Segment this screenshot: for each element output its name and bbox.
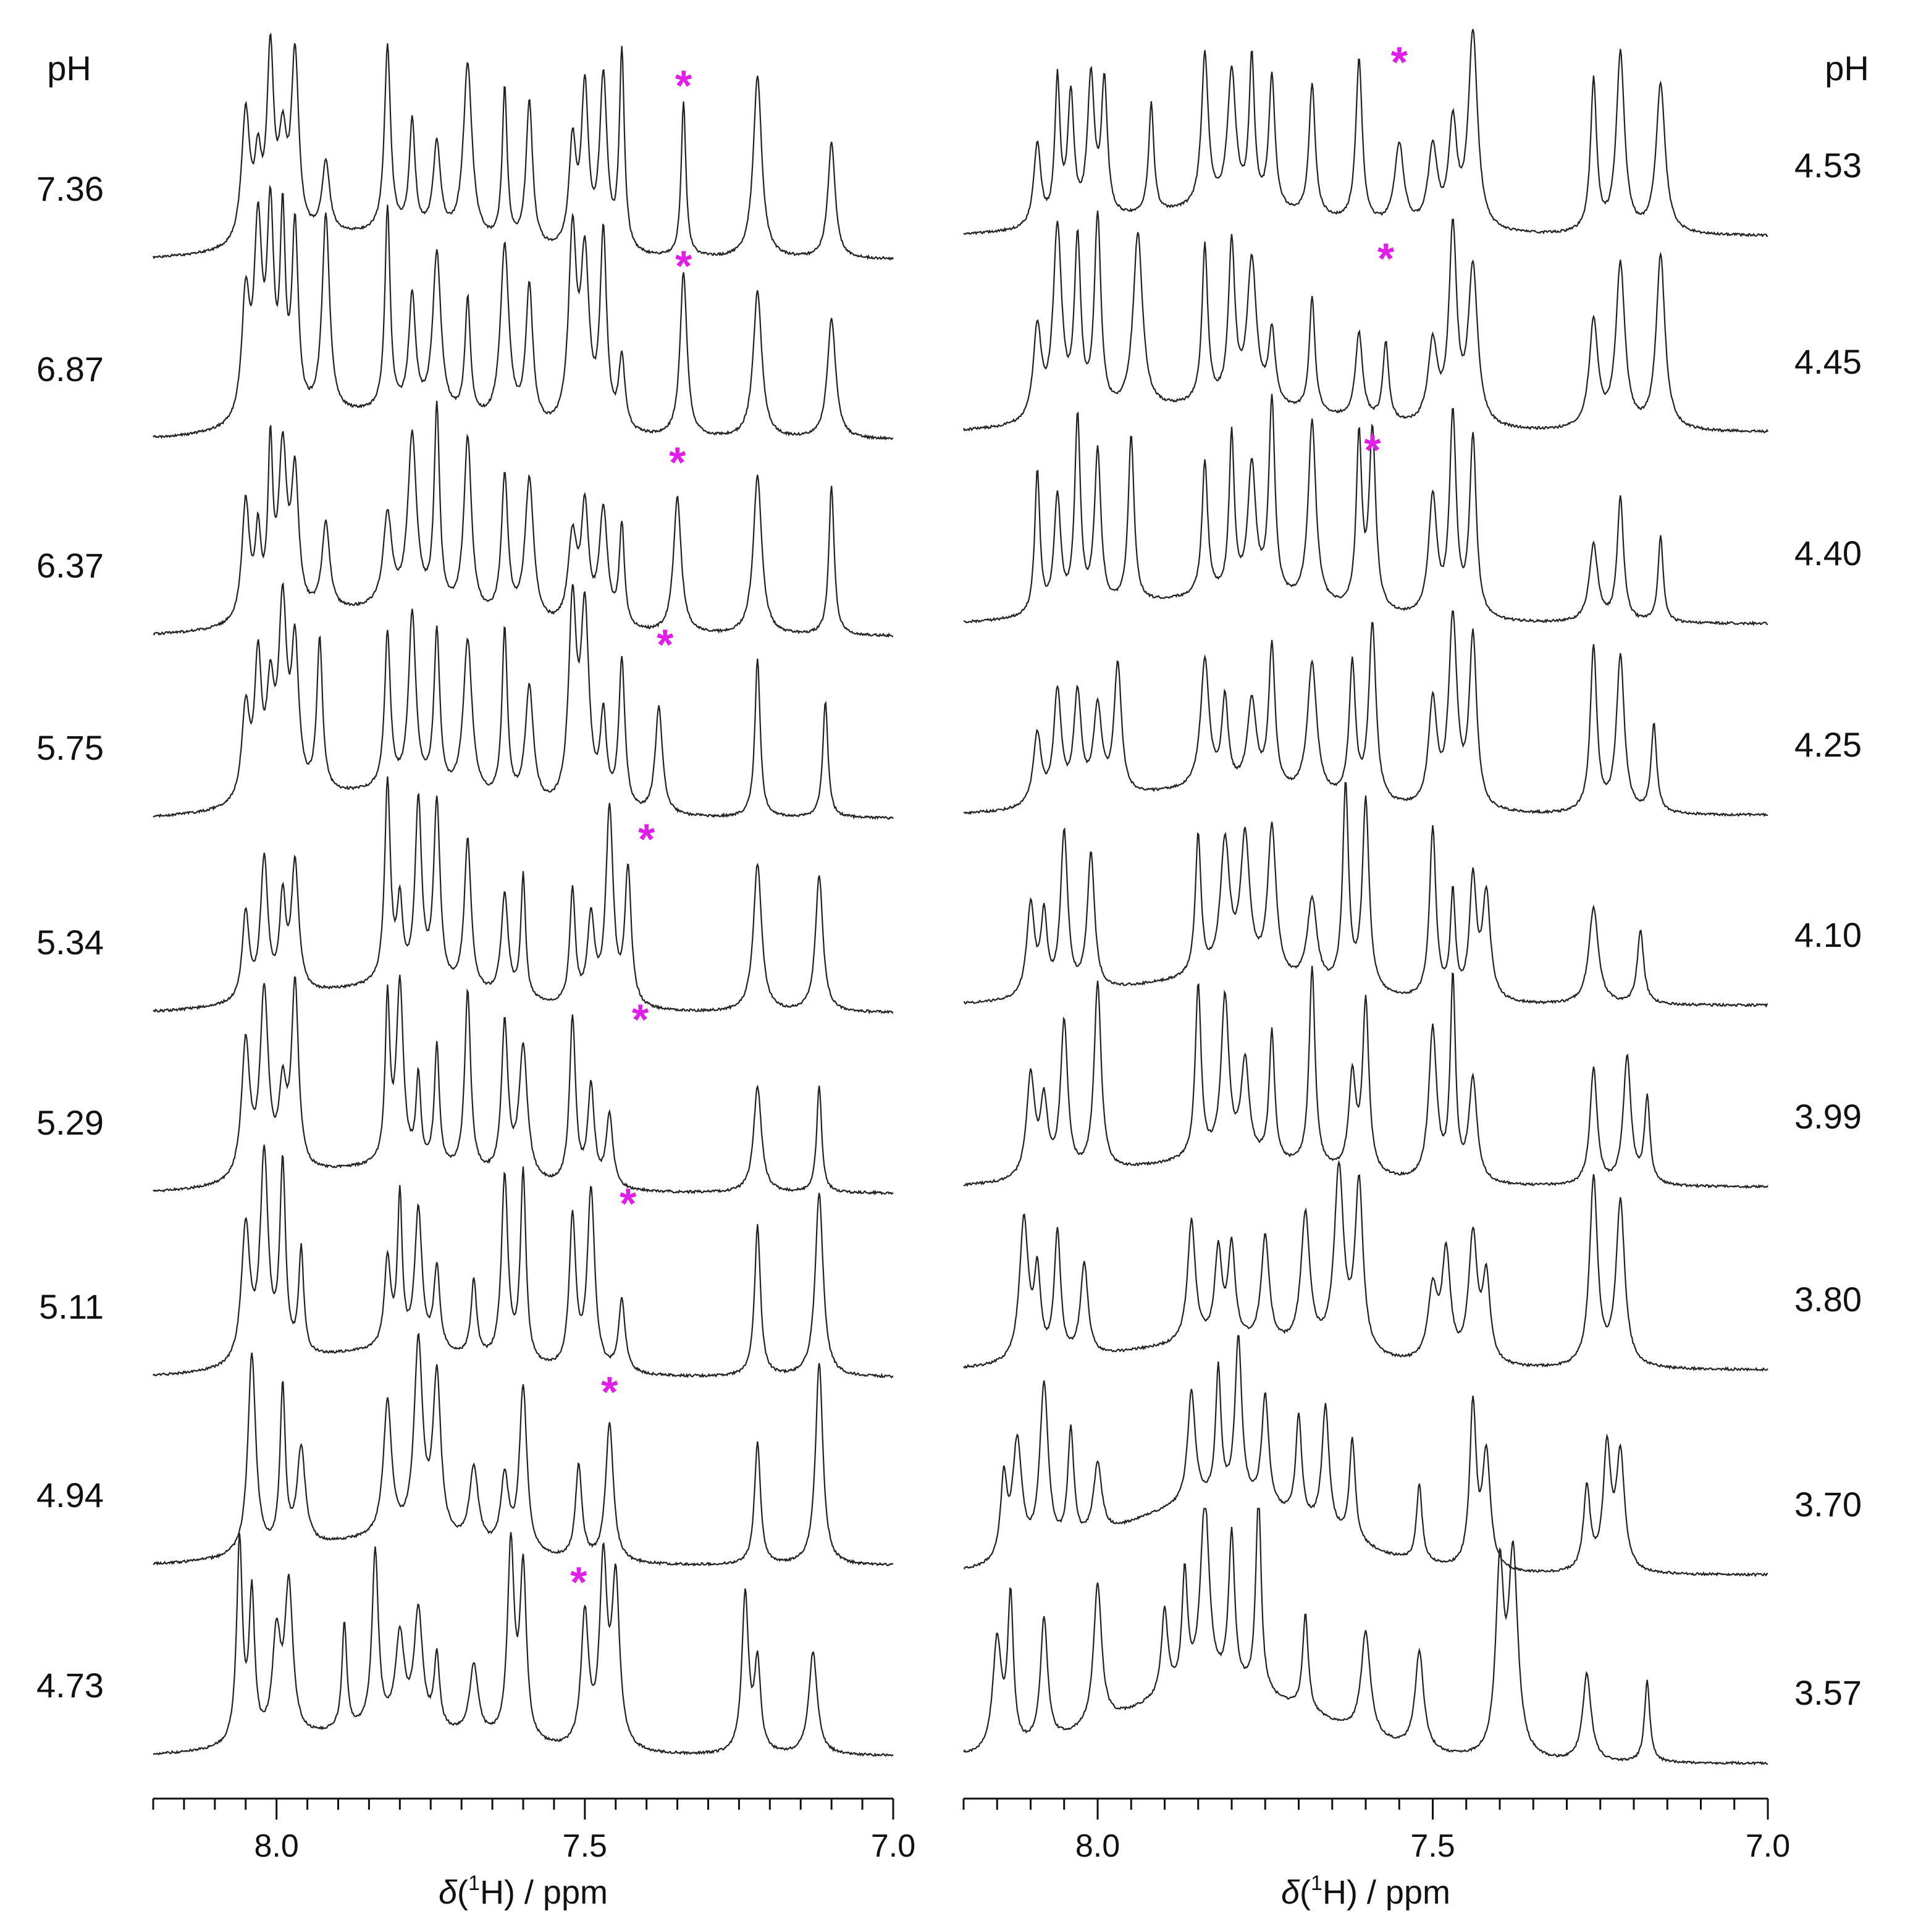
ph-value-label: 4.94 <box>36 1476 104 1514</box>
spectrum-trace <box>153 400 894 639</box>
peak-asterisk-marker: * <box>638 815 655 863</box>
ph-value-label: 6.87 <box>36 350 104 388</box>
peak-asterisk-marker: * <box>1364 426 1381 474</box>
peak-asterisk-marker: * <box>669 438 686 486</box>
peak-asterisk-marker: * <box>1377 234 1395 282</box>
spectrum-trace <box>963 1508 1768 1766</box>
x-axis-title: δ(1H) / ppm <box>439 1871 608 1911</box>
ph-value-label: 4.53 <box>1794 146 1862 185</box>
spectrum-trace <box>963 1335 1768 1577</box>
ph-header: pH <box>47 49 91 88</box>
ph-value-label: 6.37 <box>36 546 104 585</box>
peak-asterisk-marker: * <box>1391 38 1408 86</box>
spectrum-trace <box>963 610 1768 817</box>
spectrum-trace <box>963 393 1768 627</box>
ph-value-label: 7.36 <box>36 169 104 208</box>
spectrum-trace <box>153 184 894 441</box>
spectrum-trace <box>962 210 1768 434</box>
peak-asterisk-marker: * <box>601 1367 618 1416</box>
spectrum-trace <box>153 1332 894 1567</box>
right-spectra-panel: pH 4.53 * 4.45 * 4.40 * 4.25 4.10 3.99 3.80 3.70 3.5… <box>962 28 1869 1911</box>
ph-value-label: 3.57 <box>1794 1673 1862 1712</box>
spectrum-trace <box>153 1532 894 1757</box>
x-tick-label: 7.0 <box>871 1828 915 1864</box>
ph-value-label: 5.75 <box>36 728 104 767</box>
left-spectra-panel: pH 7.36 * 6.87 * 6.37 * 5.75 * 5.34 * 5.29 * 5.11 * 4.9… <box>36 32 915 1911</box>
peak-asterisk-marker: * <box>657 620 674 668</box>
spectrum-trace <box>963 28 1768 238</box>
ph-value-label: 3.70 <box>1794 1485 1862 1524</box>
x-tick-label: 7.5 <box>1410 1828 1455 1864</box>
peak-asterisk-marker: * <box>675 242 692 290</box>
x-tick-label: 7.0 <box>1746 1828 1790 1864</box>
spectrum-trace <box>963 781 1768 1008</box>
ph-value-label: 4.25 <box>1794 725 1862 764</box>
ph-value-label: 5.11 <box>39 1287 104 1326</box>
peak-asterisk-marker: * <box>632 995 649 1043</box>
spectrum-trace <box>153 975 894 1196</box>
spectrum-trace <box>152 32 894 261</box>
ph-value-label: 3.80 <box>1794 1280 1862 1319</box>
ph-value-label: 5.29 <box>36 1103 104 1142</box>
spectrum-trace <box>963 1159 1768 1372</box>
spectrum-trace <box>153 1144 894 1379</box>
x-axis-title: δ(1H) / ppm <box>1281 1871 1450 1911</box>
ph-value-label: 3.99 <box>1794 1097 1862 1136</box>
ph-value-label: 4.45 <box>1794 342 1862 381</box>
x-tick-label: 8.0 <box>1075 1828 1120 1864</box>
ph-value-label: 4.10 <box>1794 915 1862 954</box>
ph-value-label: 4.40 <box>1794 534 1862 573</box>
ph-header: pH <box>1825 49 1869 88</box>
spectrum-trace <box>153 776 894 1015</box>
spectrum-trace <box>153 582 894 820</box>
spectrum-trace <box>963 965 1768 1190</box>
peak-asterisk-marker: * <box>570 1558 587 1606</box>
ph-value-label: 5.34 <box>36 923 104 962</box>
peak-asterisk-marker: * <box>675 61 692 109</box>
x-tick-label: 8.0 <box>254 1828 299 1864</box>
ph-value-label: 4.73 <box>36 1666 104 1705</box>
peak-asterisk-marker: * <box>620 1179 637 1227</box>
x-tick-label: 7.5 <box>563 1828 607 1864</box>
